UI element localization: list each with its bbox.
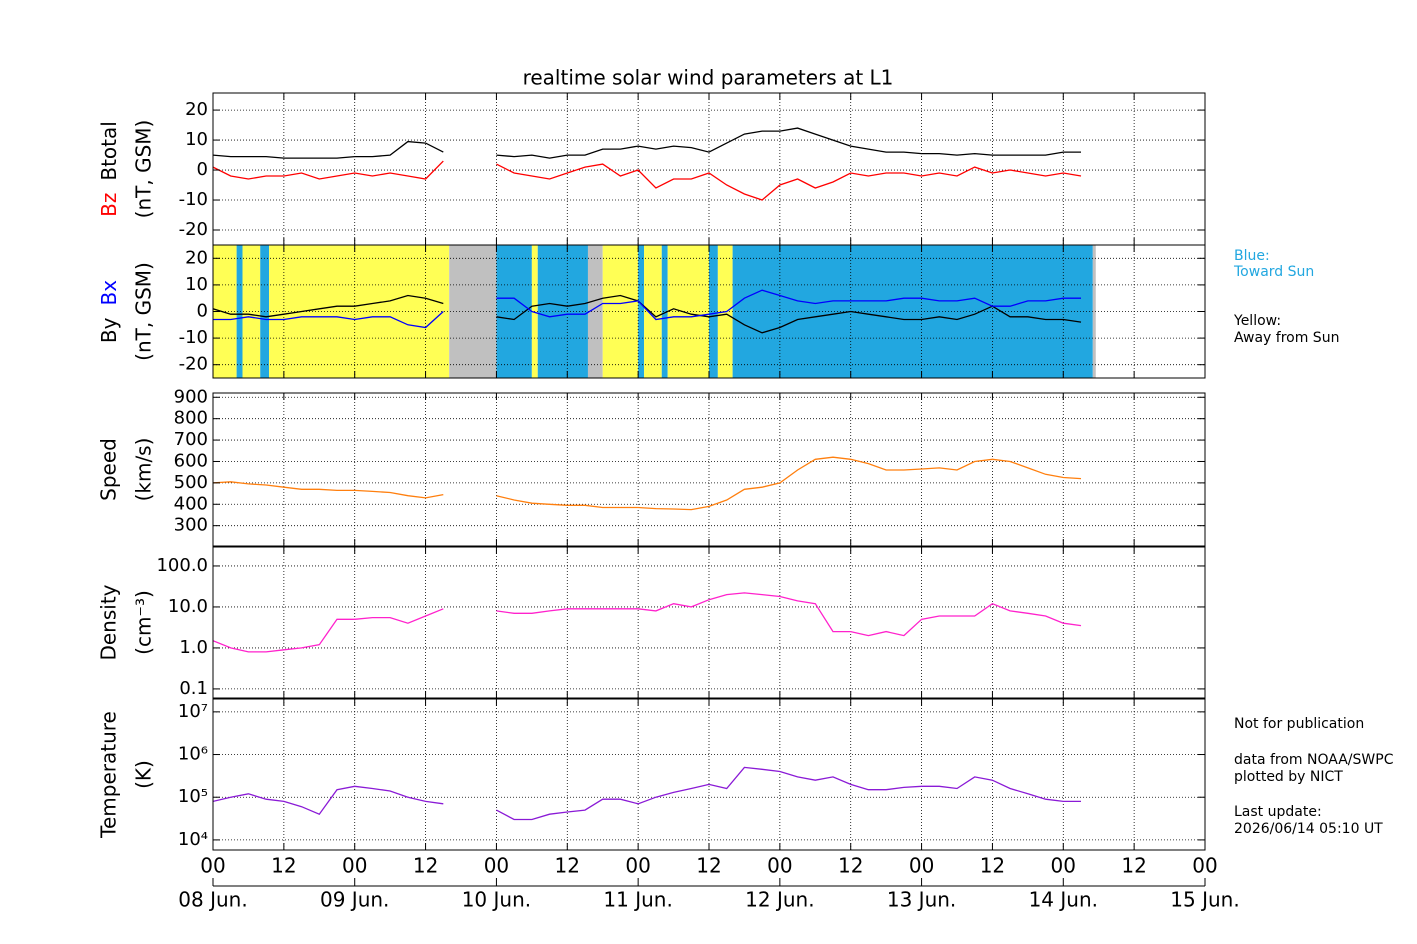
y-axis-unit: (cm⁻³) — [132, 590, 156, 655]
y-tick-label: 600 — [174, 450, 208, 471]
sector-band — [236, 245, 243, 378]
y-tick-label: 100.0 — [156, 555, 208, 576]
legend-entry: Bx — [97, 280, 121, 306]
panel — [213, 393, 1205, 546]
y-tick-label: -20 — [179, 354, 208, 375]
sector-band — [242, 245, 261, 378]
x-tick-label: 00 — [1192, 854, 1217, 878]
sector-band — [269, 245, 450, 378]
y-tick-label: 10.0 — [168, 596, 208, 617]
panel-frame — [212, 392, 1206, 547]
panel — [213, 93, 1205, 245]
y-axis-label: Speed — [97, 438, 121, 501]
y-tick-label: 900 — [174, 386, 208, 407]
series-line — [213, 294, 1082, 334]
y-tick-label: -10 — [179, 327, 208, 348]
y-tick-label: 10 — [185, 274, 208, 295]
x-tick-label: 00 — [342, 854, 367, 878]
note: Toward Sun — [1233, 264, 1314, 280]
y-tick-label: 10⁵ — [178, 786, 208, 807]
x-tick-label: 12 — [555, 854, 580, 878]
x-tick-label: 12 — [413, 854, 438, 878]
note: Yellow: — [1233, 313, 1281, 329]
y-tick-label: 1.0 — [179, 637, 208, 658]
sector-band — [661, 245, 668, 378]
x-tick-label: 00 — [1051, 854, 1076, 878]
x-tick-label: 12 — [696, 854, 721, 878]
y-tick-label: 20 — [185, 247, 208, 268]
sector-band — [644, 245, 662, 378]
date-label: 15 Jun. — [1170, 888, 1239, 912]
y-tick-label: 800 — [174, 408, 208, 429]
panel — [213, 547, 1205, 698]
sector-band — [602, 245, 639, 378]
note: Blue: — [1234, 248, 1270, 264]
legend-entry: By — [97, 317, 121, 343]
date-label: 10 Jun. — [462, 888, 531, 912]
sector-band — [537, 245, 588, 378]
x-tick-label: 12 — [980, 854, 1005, 878]
panel — [213, 699, 1205, 850]
series-line — [213, 289, 1081, 329]
note: Away from Sun — [1234, 330, 1339, 346]
x-tick-label: 00 — [625, 854, 650, 878]
y-tick-label: 0 — [197, 301, 208, 322]
x-tick-label: 00 — [909, 854, 934, 878]
y-tick-label: -20 — [179, 219, 208, 240]
y-axis-unit: (nT, GSM) — [132, 262, 156, 361]
y-tick-label: 500 — [174, 472, 208, 493]
y-tick-label: -10 — [179, 189, 208, 210]
series-line — [213, 592, 1082, 653]
sector-band — [1092, 245, 1096, 378]
y-tick-label: 300 — [174, 515, 208, 536]
date-label: 13 Jun. — [887, 888, 956, 912]
sector-band — [587, 245, 603, 378]
series-line — [213, 456, 1082, 511]
y-axis-label: Density — [97, 584, 121, 660]
x-tick-label: 00 — [200, 854, 225, 878]
note: plotted by NICT — [1234, 769, 1343, 785]
note: Last update: — [1234, 804, 1322, 820]
y-tick-label: 10⁴ — [178, 829, 208, 850]
chart-title: realtime solar wind parameters at L1 — [523, 66, 894, 90]
x-tick-label: 00 — [767, 854, 792, 878]
y-tick-label: 10⁶ — [178, 744, 208, 765]
y-tick-label: 10 — [185, 129, 208, 150]
date-label: 09 Jun. — [320, 888, 389, 912]
date-label: 12 Jun. — [745, 888, 814, 912]
date-label: 11 Jun. — [603, 888, 672, 912]
y-tick-label: 0.1 — [179, 678, 208, 699]
y-axis-unit: (km/s) — [132, 438, 156, 502]
legend-entry: Bz — [97, 193, 121, 217]
date-label: 08 Jun. — [178, 888, 247, 912]
legend-entry: Btotal — [97, 121, 121, 180]
x-tick-label: 12 — [1121, 854, 1146, 878]
sector-band — [449, 245, 497, 378]
y-axis-unit: (K) — [132, 760, 156, 789]
y-tick-label: 10⁷ — [178, 701, 208, 722]
y-axis-unit: (nT, GSM) — [132, 120, 156, 219]
x-tick-label: 12 — [838, 854, 863, 878]
sector-band — [213, 245, 237, 378]
date-label: 14 Jun. — [1029, 888, 1098, 912]
y-tick-label: 0 — [197, 159, 208, 180]
series-line — [213, 127, 1081, 159]
sector-band — [709, 245, 718, 378]
sector-band — [638, 245, 645, 378]
series-line — [213, 766, 1081, 821]
note: 2026/06/14 05:10 UT — [1234, 821, 1383, 837]
y-tick-label: 400 — [174, 493, 208, 514]
x-tick-label: 00 — [484, 854, 509, 878]
note: Not for publication — [1234, 716, 1364, 732]
y-axis-label: Bz Btotal — [97, 121, 121, 217]
panel — [213, 245, 1205, 378]
x-tick-label: 12 — [271, 854, 296, 878]
series-line — [213, 160, 1082, 201]
note: data from NOAA/SWPC — [1234, 752, 1394, 768]
y-tick-label: 700 — [174, 429, 208, 450]
y-tick-label: 20 — [185, 99, 208, 120]
y-axis-label: By Bx — [97, 280, 121, 343]
y-axis-label: Temperature — [97, 711, 121, 839]
